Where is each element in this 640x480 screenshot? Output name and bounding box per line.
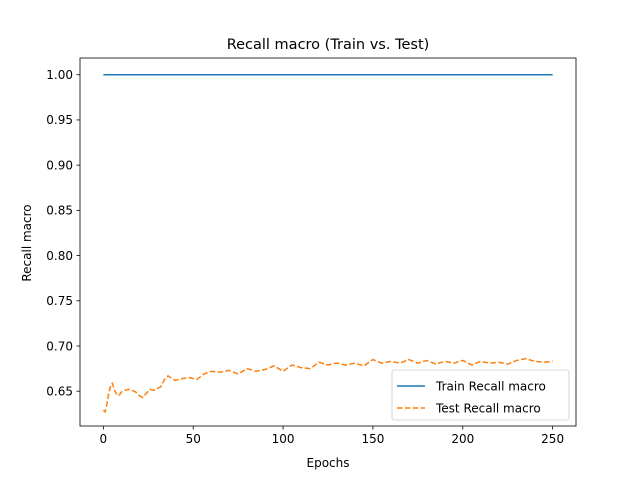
x-tick-label: 150: [361, 432, 384, 446]
legend: Train Recall macro Test Recall macro: [391, 369, 570, 421]
chart-title: Recall macro (Train vs. Test): [227, 37, 430, 53]
y-tick-label: 0.95: [46, 113, 73, 127]
y-tick-label: 0.75: [46, 294, 73, 308]
x-tick-label: 0: [100, 432, 108, 446]
series-line-test: [102, 357, 553, 413]
legend-label-train: Train Recall macro: [435, 379, 546, 393]
y-tick-label: 0.80: [46, 249, 73, 263]
y-axis-label: Recall macro: [20, 204, 34, 281]
y-tick-label: 0.90: [46, 158, 73, 172]
y-tick-label: 1.00: [46, 68, 73, 82]
plot-area: 0 50 100 150 200 250 0.65 0.70 0.75 0.80 0.85 0.90 0…: [46, 57, 577, 446]
y-tick-label: 0.85: [46, 204, 73, 218]
legend-label-test: Test Recall macro: [435, 401, 541, 415]
x-tick-label: 100: [272, 432, 295, 446]
legend-box: [391, 369, 570, 421]
axes-frame: [79, 57, 577, 427]
x-tick-label: 250: [541, 432, 564, 446]
x-tick-label: 200: [451, 432, 474, 446]
y-tick-label: 0.70: [46, 339, 73, 353]
y-tick-label: 0.65: [46, 384, 73, 398]
x-tick-label: 50: [186, 432, 201, 446]
x-axis-label: Epochs: [307, 456, 350, 470]
